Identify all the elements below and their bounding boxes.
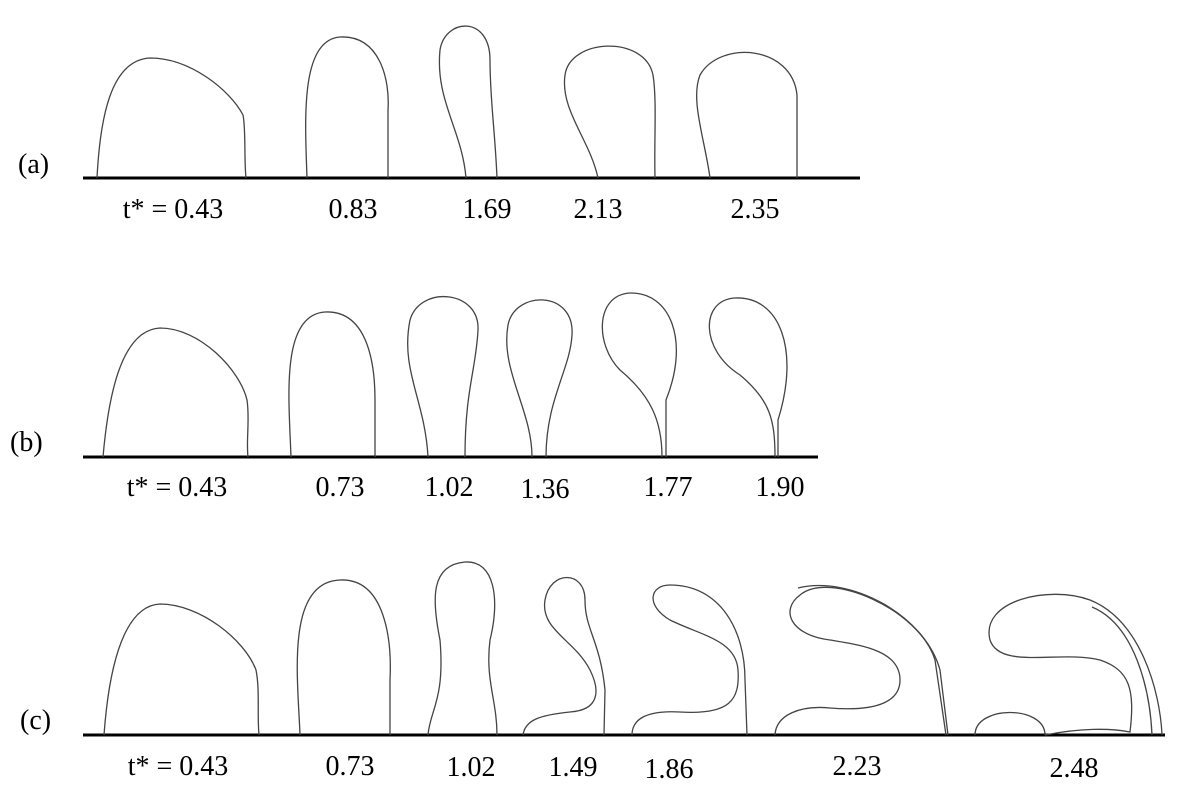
droplet [102,327,249,458]
panel-label: (b) [10,427,43,458]
panel-label: (a) [18,149,49,180]
panel-label: (c) [20,705,51,736]
droplet [708,297,788,458]
droplet [296,579,391,736]
time-label: 1.02 [425,472,474,503]
droplet [631,584,748,736]
droplet [601,292,678,458]
droplet [563,45,656,179]
droplet [96,57,247,179]
droplet [974,711,1046,736]
panel-b: (b) t* = 0.43 0.73 1.02 1.36 1.77 1.90 [10,292,818,505]
time-label: t* = 0.43 [128,751,229,782]
droplet [1091,606,1153,736]
time-label: 2.48 [1050,753,1099,784]
time-label: 2.35 [731,194,780,225]
panel-c: (c) t* = 0.43 0.73 1.02 1.49 1.86 2.23 2… [20,561,1165,785]
droplet [407,296,479,458]
time-label: 0.73 [316,472,365,503]
time-label: 1.90 [756,472,805,503]
time-label: 2.13 [574,194,623,225]
droplet [427,561,498,736]
time-label: 1.86 [645,754,694,785]
droplet [774,586,947,736]
time-label: 1.77 [644,472,693,503]
panel-a: (a) t* = 0.43 0.83 1.69 2.13 2.35 [18,25,860,225]
time-label: t* = 0.43 [123,194,224,225]
time-label: 0.73 [326,751,375,782]
droplet [305,36,389,179]
droplet [522,576,606,736]
time-label: t* = 0.43 [127,472,228,503]
time-label: 1.49 [549,752,598,783]
droplet [438,25,498,179]
droplet [988,593,1163,736]
droplet [797,584,949,736]
time-label: 1.36 [521,474,570,505]
time-label: 1.02 [447,752,496,783]
droplet [103,603,260,736]
droplet [696,51,798,179]
time-label: 0.83 [329,194,378,225]
time-label: 2.23 [833,751,882,782]
time-label: 1.69 [463,194,512,225]
droplet [288,311,376,458]
droplet [506,299,573,458]
